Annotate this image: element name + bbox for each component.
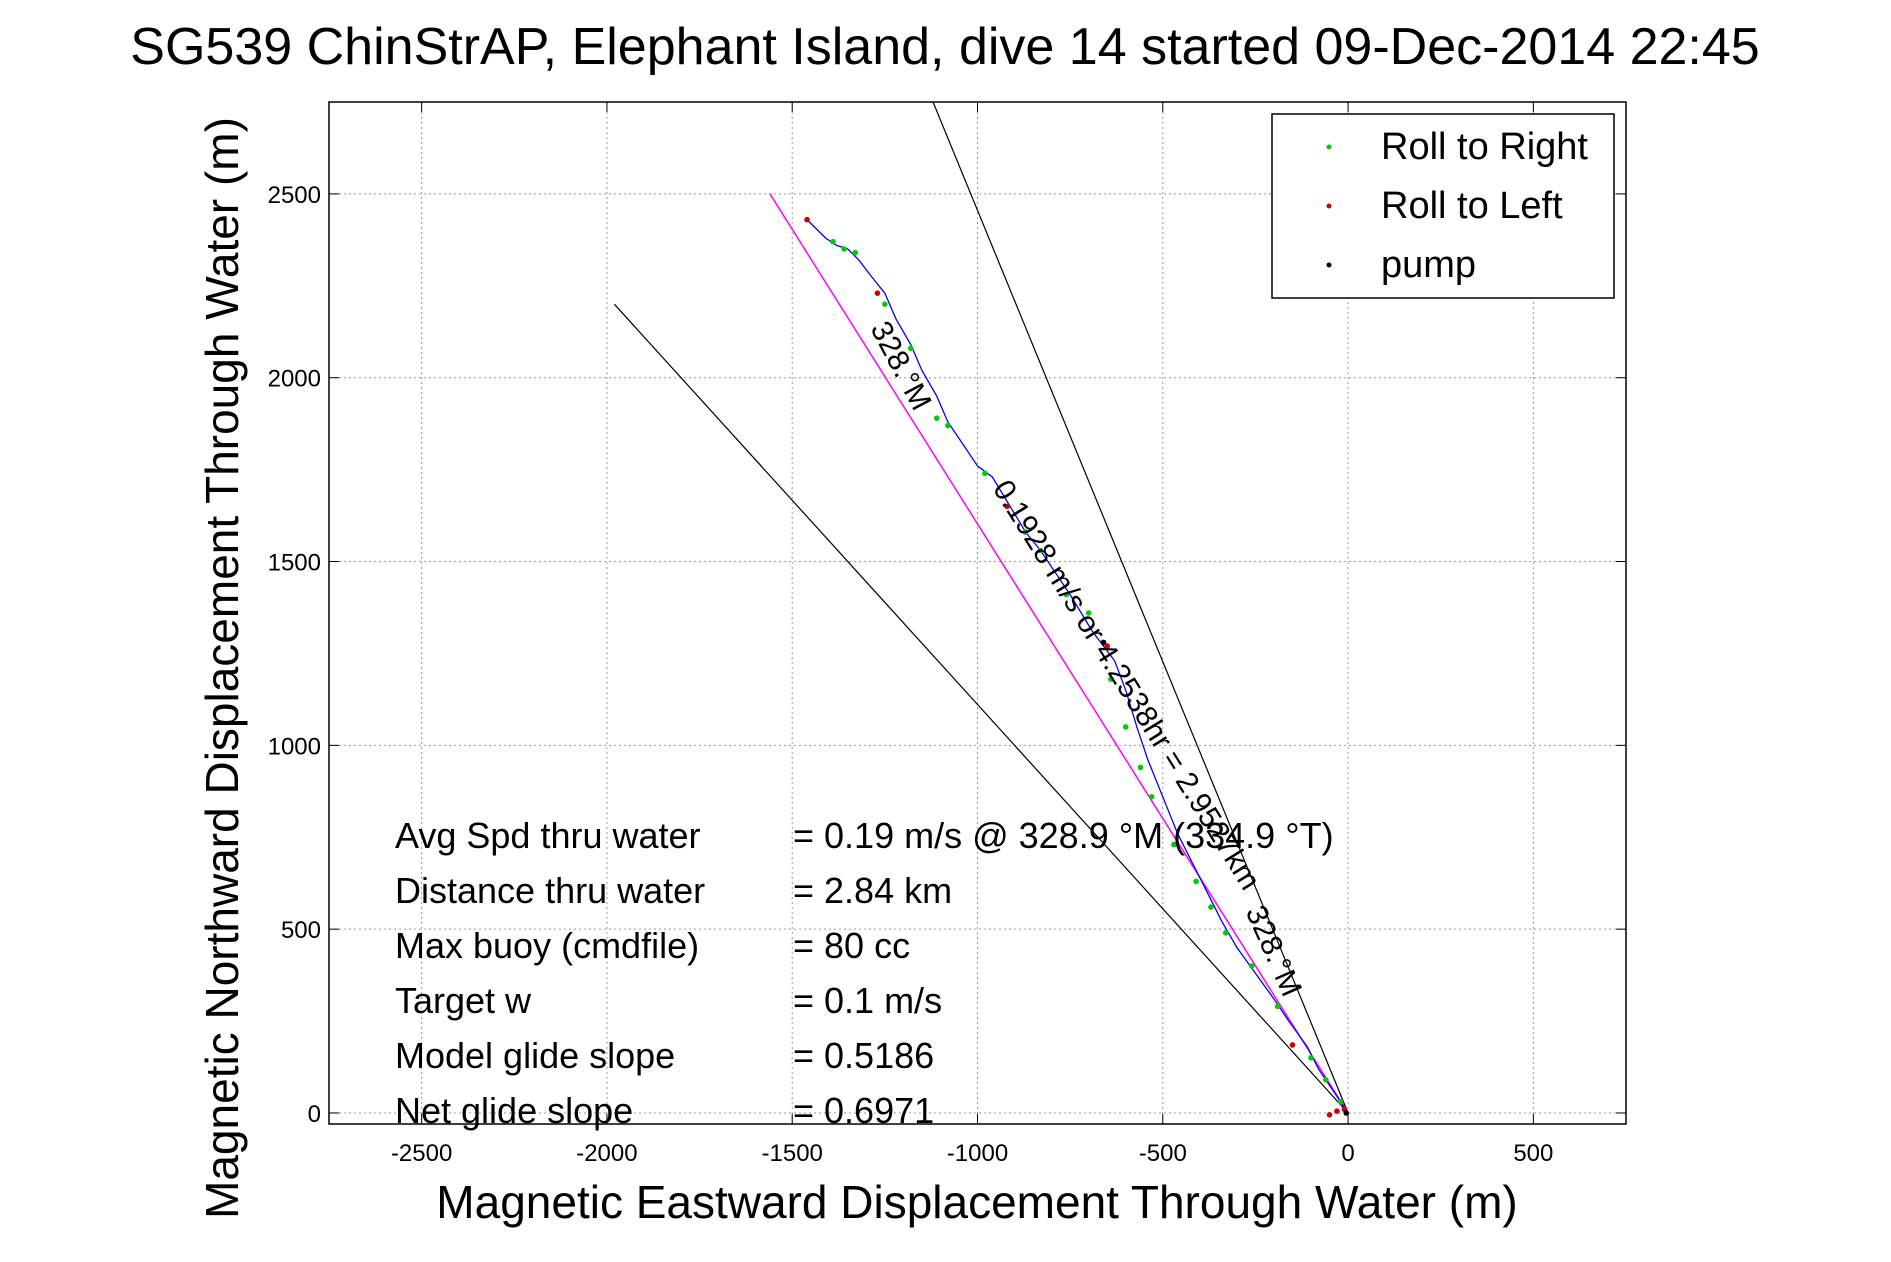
roll-right-point: [1122, 724, 1129, 730]
annotation-value: = 0.6971: [793, 1090, 934, 1131]
roll-right-point: [1337, 1099, 1344, 1105]
heading-label: 328.°M: [1239, 901, 1308, 1002]
x-tick-label: -2500: [391, 1140, 452, 1167]
fit-line: [769, 193, 1349, 1114]
legend-marker: [1326, 203, 1332, 209]
roll-right-point: [945, 422, 951, 429]
y-tick-label: 500: [281, 917, 321, 944]
roll-right-point: [1137, 764, 1144, 771]
track-line: [806, 219, 1349, 1114]
annotation-label: Model glide slope: [395, 1035, 675, 1076]
roll-left-point: [1334, 1108, 1340, 1114]
roll-right-point: [982, 470, 988, 477]
roll-right-point: [1222, 930, 1229, 936]
y-axis-label: Magnetic Northward Displacement Through …: [196, 117, 248, 1219]
y-tick-labels: 0 500 1000 1500 2000 2500: [268, 182, 321, 1128]
roll-right-point: [1022, 529, 1029, 535]
roll-right-point: [1323, 1077, 1329, 1083]
x-tick-label: -500: [1139, 1140, 1187, 1167]
roll-right-point: [852, 249, 859, 256]
x-tick-labels: -2500 -2000 -1500 -1000 -500 0 500: [391, 1140, 1553, 1167]
annotation-block: Avg Spd thru water = 0.19 m/s @ 328.9 °M …: [395, 815, 1334, 1131]
chart-title: SG539 ChinStrAP, Elephant Island, dive 1…: [130, 18, 1759, 76]
legend-entries: Roll to Right Roll to Left pump: [1326, 126, 1588, 286]
roll-right-point: [882, 301, 888, 307]
x-tick-label: 500: [1513, 1140, 1553, 1167]
y-tick-label: 1000: [268, 733, 321, 760]
annotation-value: = 0.1 m/s: [793, 980, 942, 1021]
legend-label: Roll to Right: [1381, 126, 1588, 168]
roll-left-point: [1104, 643, 1110, 649]
x-tick-label: -1000: [947, 1140, 1008, 1167]
annotation-label: Avg Spd thru water: [395, 815, 701, 856]
annotation-label: Max buoy (cmdfile): [395, 925, 699, 966]
heading-line: [613, 303, 1349, 1114]
roll-left-point: [874, 290, 881, 296]
legend-label: Roll to Left: [1381, 185, 1563, 227]
roll-right-points: [830, 238, 1344, 1105]
annotation-label: Net glide slope: [395, 1090, 633, 1131]
roll-left-point: [804, 216, 810, 223]
roll-right-point: [1208, 904, 1214, 910]
roll-right-point: [1085, 610, 1092, 616]
tick-marks: [329, 102, 1626, 1124]
x-tick-label: -2000: [576, 1140, 637, 1167]
x-axis-label: Magnetic Eastward Displacement Through W…: [436, 1176, 1517, 1228]
roll-right-point: [1274, 1003, 1281, 1010]
legend-marker: [1326, 144, 1332, 150]
annotation-value: = 0.5186: [793, 1035, 934, 1076]
heading-label: 328.°M: [864, 316, 938, 416]
roll-right-point: [841, 246, 847, 252]
roll-right-point: [1148, 794, 1155, 800]
annotation-label: Target w: [395, 980, 532, 1021]
pump-point: [1100, 639, 1107, 646]
roll-right-point: [907, 345, 914, 352]
annotation-value: = 0.19 m/s @ 328.9 °M (334.9 °T): [793, 815, 1334, 856]
roll-left-point: [1004, 503, 1010, 510]
roll-right-point: [1108, 676, 1114, 682]
pump-points: [1100, 639, 1350, 1116]
y-tick-label: 2000: [268, 366, 321, 393]
roll-right-point: [1248, 963, 1255, 969]
x-tick-label: -1500: [762, 1140, 823, 1167]
annotation-value: = 2.84 km: [793, 870, 952, 911]
pump-point: [1343, 1110, 1350, 1116]
roll-right-point: [1171, 841, 1177, 848]
y-tick-label: 1500: [268, 550, 321, 577]
roll-right-point: [933, 415, 940, 421]
roll-right-point: [1193, 878, 1199, 885]
roll-right-point: [1308, 1055, 1314, 1061]
y-tick-label: 0: [308, 1101, 321, 1128]
heading-lines: [613, 101, 1349, 1114]
roll-right-point: [1037, 547, 1044, 554]
roll-right-point: [830, 238, 836, 245]
annotation-label: Distance thru water: [395, 870, 705, 911]
heading-line: [932, 101, 1349, 1114]
roll-left-point: [1326, 1112, 1333, 1118]
legend-label: pump: [1381, 244, 1476, 286]
legend-marker: [1326, 262, 1332, 268]
annotation-value: = 80 cc: [793, 925, 910, 966]
y-tick-label: 2500: [268, 182, 321, 209]
x-tick-label: 0: [1341, 1140, 1354, 1167]
roll-right-point: [1063, 591, 1070, 598]
legend: Roll to Right Roll to Left pump: [1271, 113, 1615, 299]
roll-left-point: [1289, 1042, 1296, 1048]
